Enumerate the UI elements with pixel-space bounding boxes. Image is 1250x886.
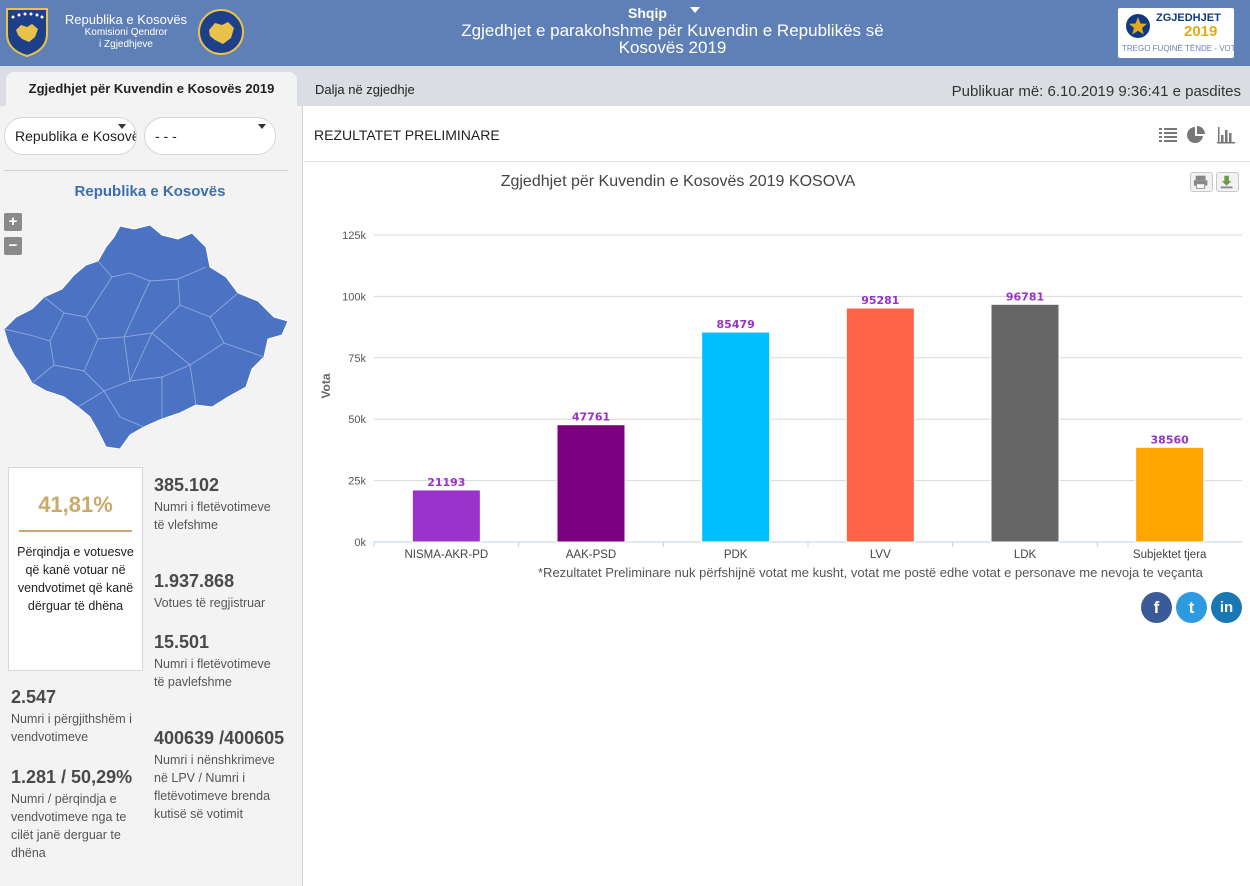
twitter-share-button[interactable]: t [1176,592,1207,623]
region-title: Republika e Kosovës [74,183,226,200]
chart-x-tick-label: NISMA-AKR-PD [404,549,488,561]
divider [4,170,288,171]
chart-bar[interactable] [556,424,626,543]
chart-y-tick-label: 125k [342,230,366,242]
section-title: REZULTATET PRELIMINARE [314,127,500,143]
chart-x-tick-label: PDK [724,549,748,561]
stat-label: Numri i përgjithshëm i vendvotimeve [11,712,132,744]
chart-y-tick-label: 50k [348,414,366,426]
stat-label: Numri i nënshkrimeve në LPV / Numri i fl… [154,753,275,821]
download-icon [1220,175,1233,189]
election-brand-logo: ZGJEDHJET 2019 TREGO FUQINË TËNDE - VOTO… [1118,8,1244,58]
org-subtitle: Komisioni Qendror [84,27,168,38]
divider [304,161,1250,162]
org-name: Republika e Kosovës [64,12,188,27]
tab-bar: Zgjedhjet për Kuvendin e Kosovës 2019 Da… [0,66,1250,106]
map-zoom-in-button[interactable]: + [4,213,22,231]
brand-title: ZGJEDHJET [1156,12,1221,24]
brand-year: 2019 [1184,23,1218,40]
region-select-value: Republika e Kosovës [15,128,137,144]
chart-data-label: 85479 [717,318,755,331]
language-select[interactable]: Shqip [628,5,667,21]
results-bar-chart: Zgjedhjet për Kuvendin e Kosovës 2019 KO… [319,173,1242,561]
stat-value: 385.102 [154,475,220,495]
chart-x-tick-label: AAK-PSD [566,549,617,561]
list-view-icon[interactable] [1158,125,1178,145]
print-icon [1193,175,1208,189]
chart-y-tick-label: 0k [354,537,366,549]
chart-data-label: 38560 [1151,433,1190,446]
facebook-share-button[interactable]: f [1141,592,1172,623]
stat-value: 400639 /400605 [154,728,285,748]
kosovo-municipality-map[interactable] [2,221,292,453]
chart-data-label: 96781 [1006,290,1044,303]
stat-reported-stations: 1.281 / 50,29% Numri / përqindja e vendv… [11,764,146,862]
stat-signatures-ballots: 400639 /400605 Numri i nënshkrimeve në L… [154,725,289,823]
chart-bars: 21193 47761 85479 95281 96781 38560 [411,290,1205,543]
chart-bar[interactable] [990,303,1060,543]
tab-turnout[interactable]: Dalja në zgjedhje [315,82,415,97]
pie-chart-view-icon[interactable] [1186,125,1206,145]
chart-grid [374,234,1242,543]
region-select[interactable]: Republika e Kosovës [4,117,137,155]
chart-y-tick-label: 25k [348,476,366,488]
stat-valid-ballots: 385.102 Numri i fletëvotimeve të vlefshm… [154,472,284,534]
page-title: Zgjedhjet e parakohshme për Kuvendin e R… [461,21,884,57]
stat-label: Numri / përqindja e vendvotimeve nga te … [11,792,127,860]
stat-label: Votues të regjistruar [154,596,266,610]
turnout-card: 41,81% Përqindja e votuesve që kanë votu… [8,467,143,671]
chevron-down-icon[interactable] [258,124,266,129]
tab-parliament-elections[interactable]: Zgjedhjet për Kuvendin e Kosovës 2019 [6,72,297,106]
stat-value: 15.501 [154,632,210,652]
chevron-down-icon[interactable] [118,124,126,129]
org-subtitle-2: i Zgjedhjeve [99,39,153,50]
chart-x-tick-label: LDK [1014,549,1037,561]
stat-polling-stations: 2.547 Numri i përgjithshëm i vendvotimev… [11,684,146,746]
chart-y-ticks: 0k 25k 50k 75k 100k 125k [342,230,366,549]
chart-x-ticks: NISMA-AKR-PD AAK-PSD PDK LVV LDK Subjektet tj… [373,542,1207,561]
ballot-star-icon [1126,14,1150,38]
download-chart-button[interactable] [1216,172,1239,192]
chart-bar[interactable] [1135,446,1205,543]
stat-label: Numri i fletëvotimeve të vlefshme [154,500,271,532]
published-timestamp: Publikuar më: 6.10.2019 9:36:41 e pasdit… [951,83,1241,100]
chart-y-tick-label: 75k [348,353,366,365]
chart-data-label: 21193 [427,476,465,489]
stat-label: Numri i fletëvotimeve të pavlefshme [154,657,271,689]
stat-value: 1.281 / 50,29% [11,767,133,787]
print-chart-button[interactable] [1190,172,1213,192]
linkedin-share-button[interactable]: in [1211,592,1242,623]
sidebar: Republika e Kosovës - - - Republika e Ko… [0,106,303,886]
chart-bar[interactable] [845,307,915,543]
chart-bar[interactable] [411,489,481,543]
chart-y-axis-label: Vota [319,373,333,398]
bar-chart-view-icon[interactable] [1216,125,1236,145]
chevron-down-icon[interactable] [690,7,700,13]
chart-x-tick-label: Subjektet tjera [1133,549,1207,561]
results-footnote: *Rezultatet Preliminare nuk përfshijnë v… [538,565,1203,580]
app-header: Republika e Kosovës Komisioni Qendror i … [0,0,1250,66]
chart-data-label: 47761 [572,411,610,424]
municipality-select-value: - - - [155,128,177,144]
divider [19,530,132,532]
stat-value: 1.937.868 [154,571,235,591]
kosovo-emblem-icon [6,8,48,58]
chart-y-tick-label: 100k [342,291,366,303]
org-name-block: Republika e Kosovës Komisioni Qendror i … [56,12,196,51]
brand-slogan: TREGO FUQINË TËNDE - VOTO! [1122,44,1244,53]
municipality-select[interactable]: - - - [144,117,276,155]
stat-value: 2.547 [11,687,57,707]
stat-invalid-ballots: 15.501 Numri i fletëvotimeve të pavlefsh… [154,629,284,691]
chart-bar[interactable] [701,331,771,543]
chart-title: Zgjedhjet për Kuvendin e Kosovës 2019 KO… [501,173,856,190]
chart-x-tick-label: LVV [870,549,891,561]
cec-seal-icon [198,9,244,55]
chart-data-label: 95281 [861,294,899,307]
map-zoom-out-button[interactable]: − [4,237,22,255]
main-content: REZULTATET PRELIMINARE Zgjedhjet për Kuv… [304,106,1250,886]
stat-registered-voters: 1.937.868 Votues të regjistruar [154,568,294,612]
turnout-description: Përqindja e votuesve që kanë votuar në v… [17,545,134,613]
turnout-percentage: 41,81% [38,492,113,517]
